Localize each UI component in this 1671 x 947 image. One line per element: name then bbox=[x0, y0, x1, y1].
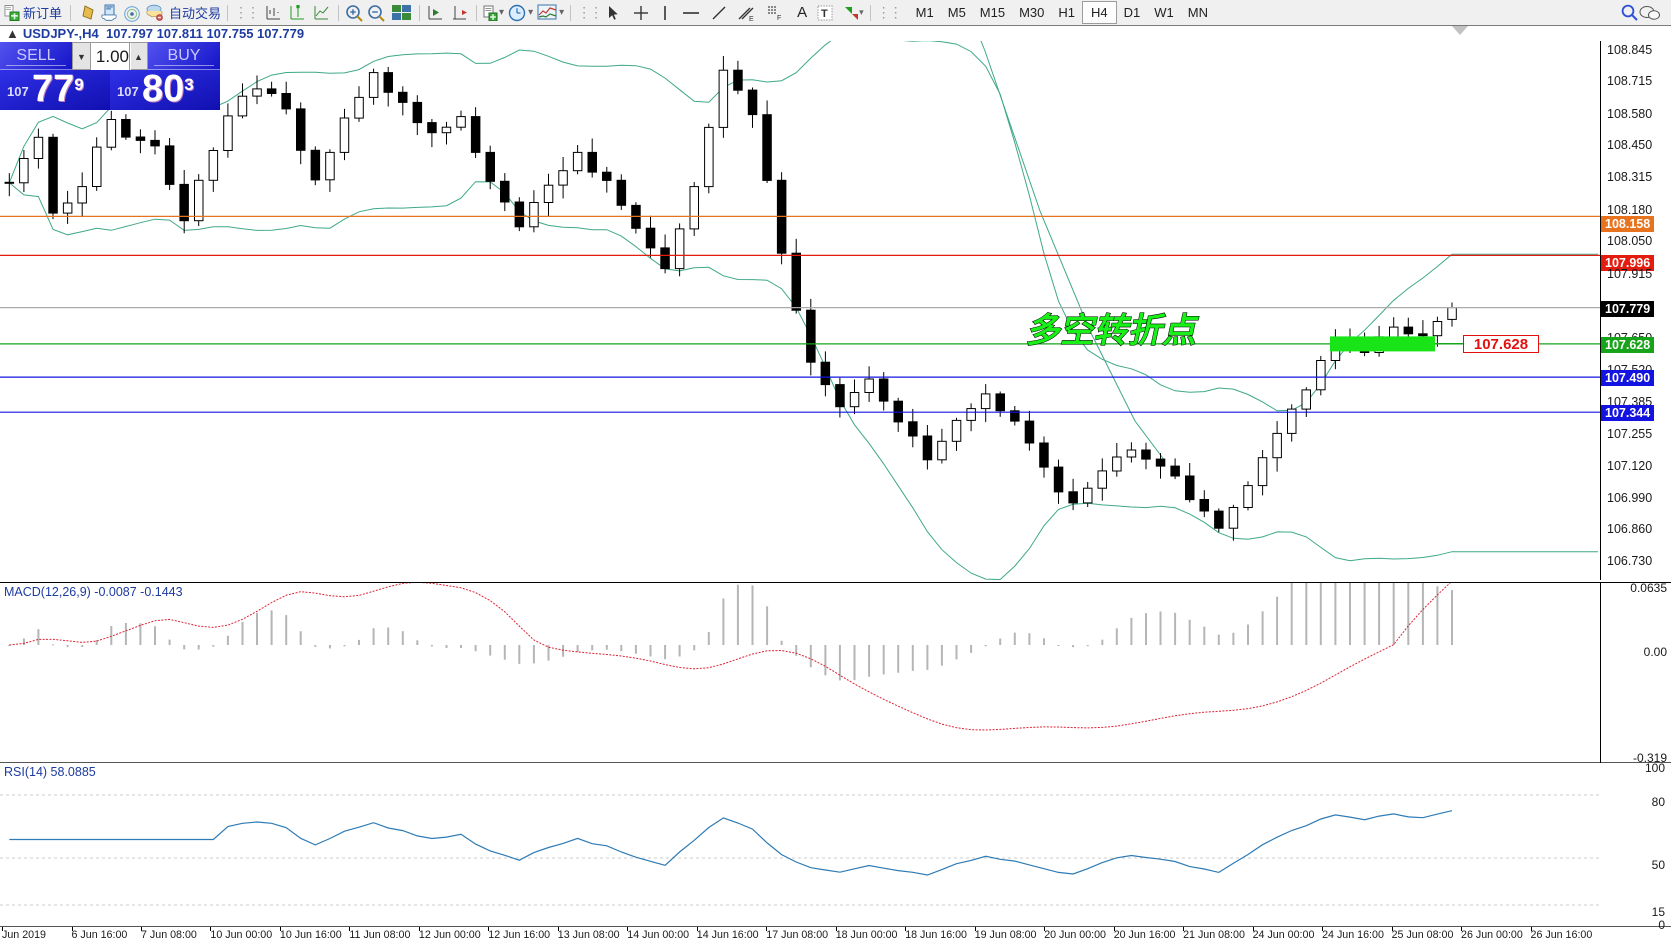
svg-text:T: T bbox=[821, 8, 828, 20]
svg-text:E: E bbox=[749, 16, 754, 21]
svg-text:F: F bbox=[777, 15, 781, 21]
svg-text:多空转折点: 多空转折点 bbox=[1024, 312, 1202, 350]
